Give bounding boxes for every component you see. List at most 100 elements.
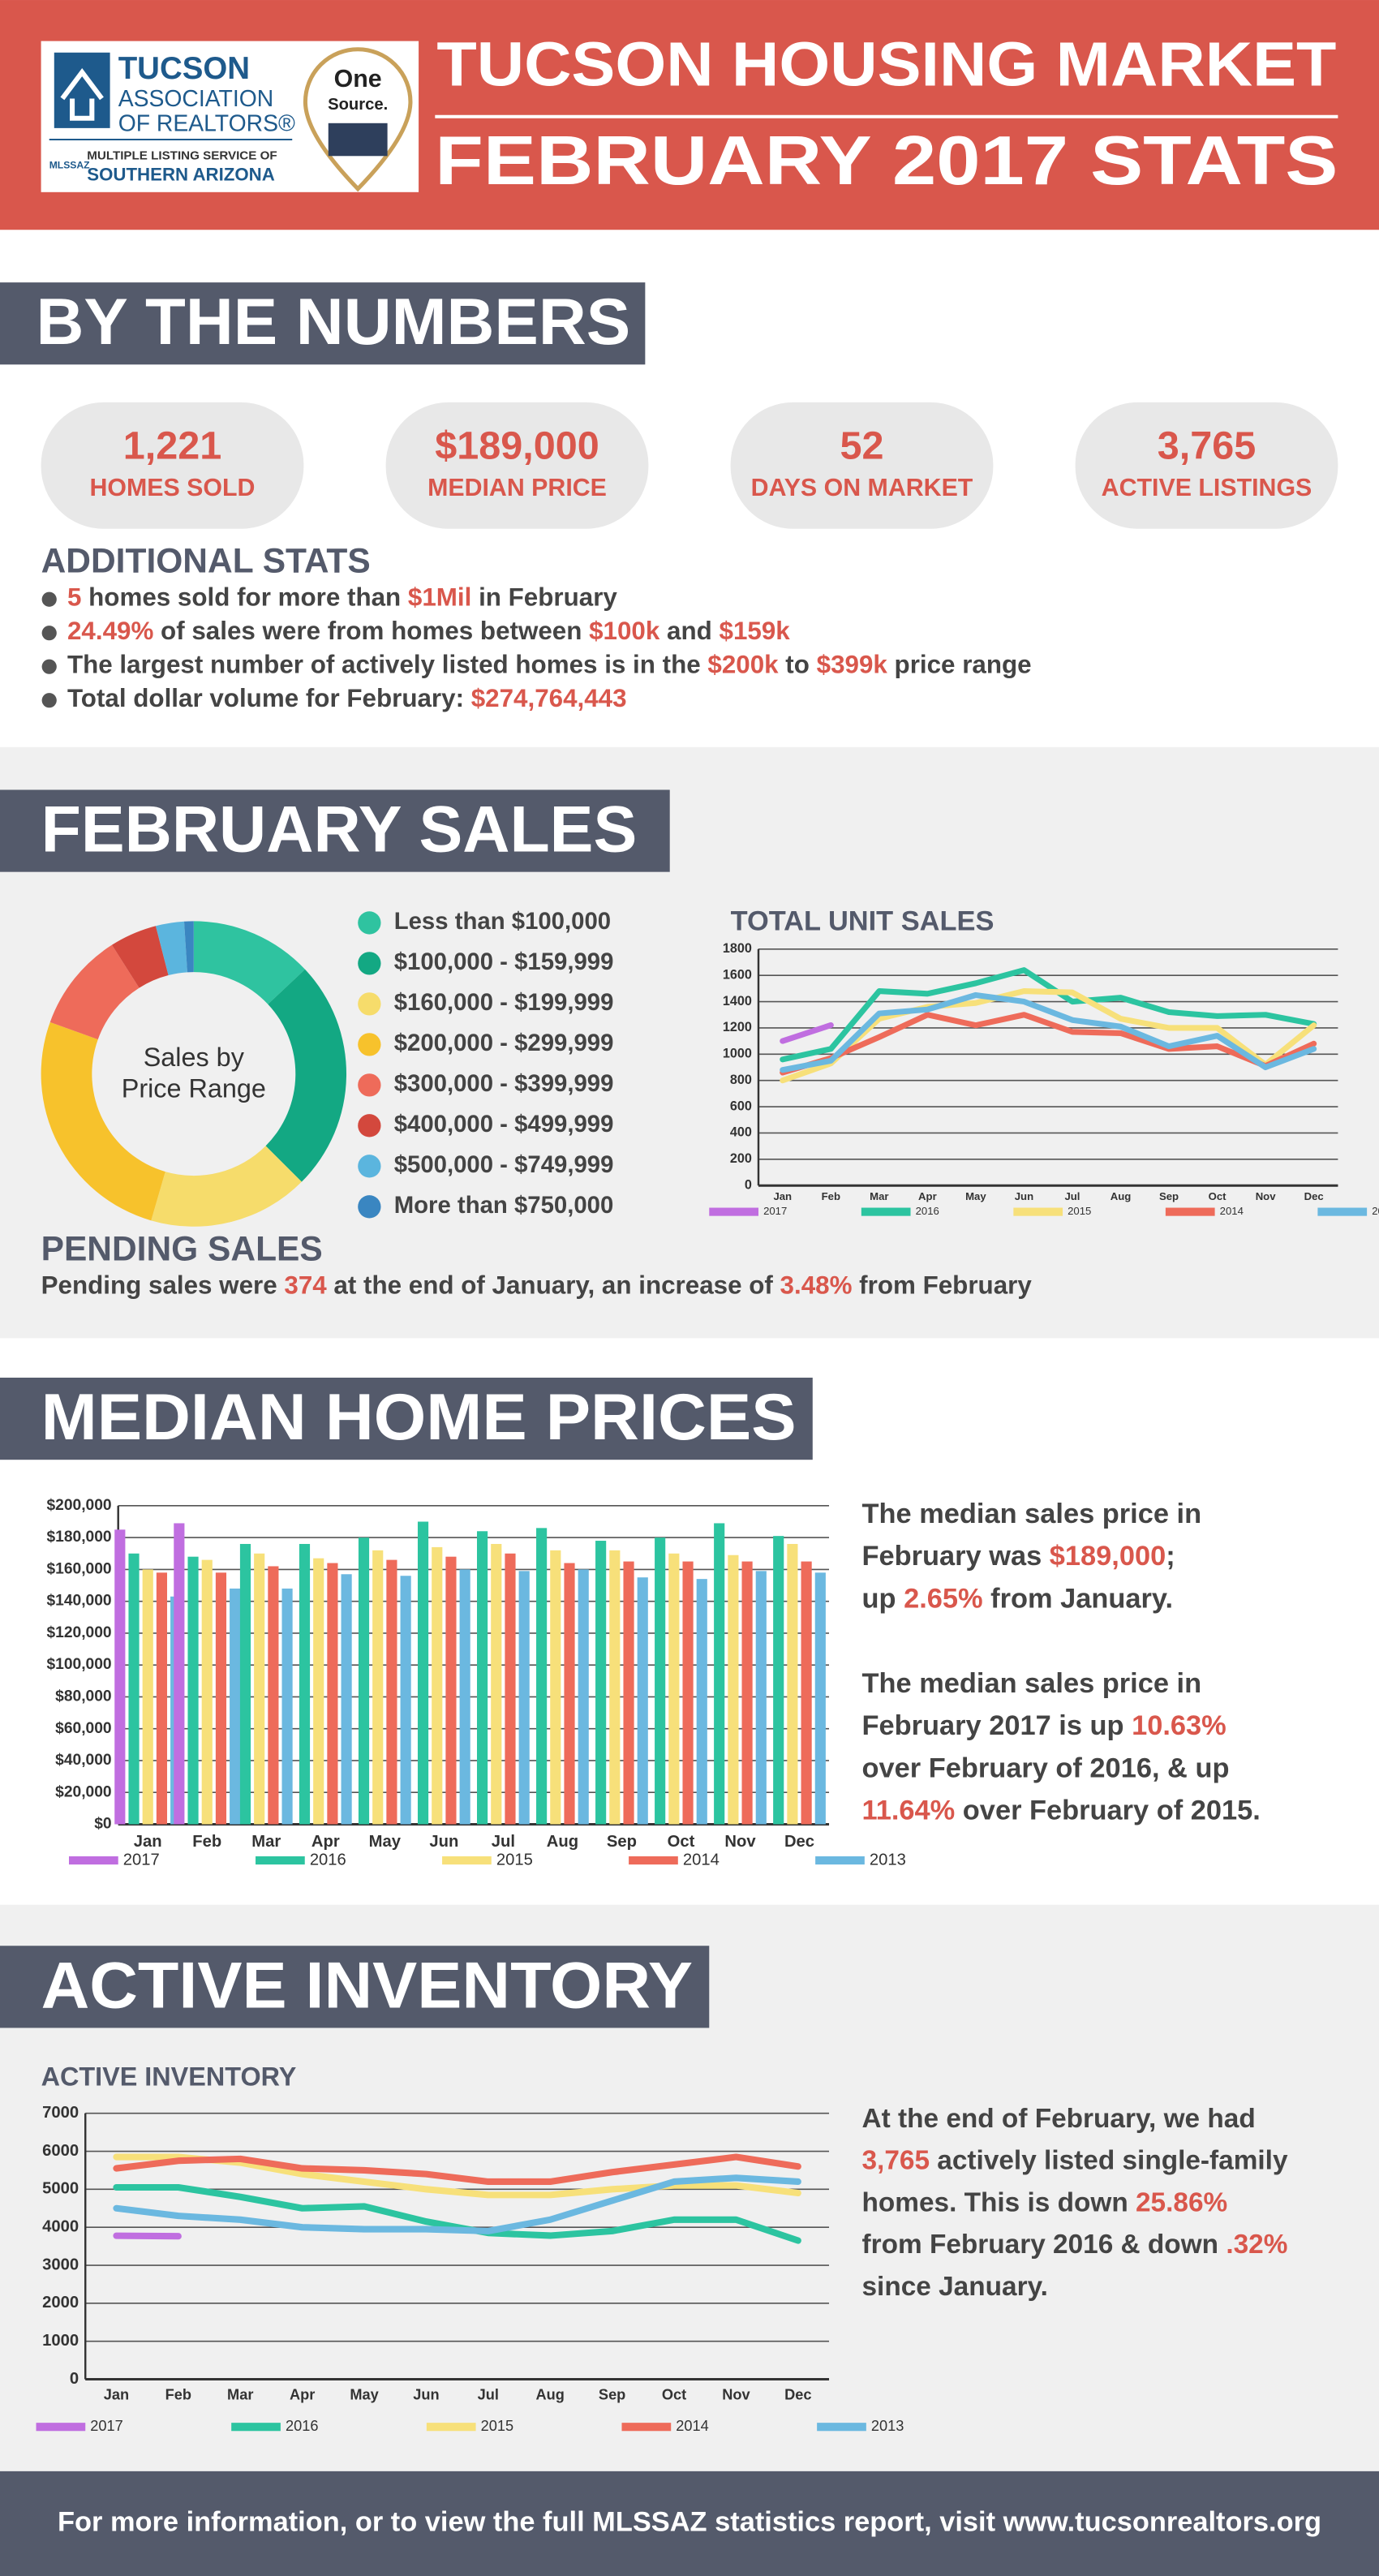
x-tick-label: Jul [492, 1833, 515, 1851]
subheading: ADDITIONAL STATS [41, 542, 371, 580]
bar [128, 1553, 140, 1825]
rich-text: homes. This is down 25.86% [862, 2187, 1228, 2217]
highlight: 24.49% [67, 617, 153, 645]
legend-dot [358, 1073, 381, 1097]
bar [564, 1563, 575, 1825]
legend-swatch [621, 2423, 672, 2432]
stat-label: ACTIVE LISTINGS [1102, 475, 1312, 501]
y-tick-label: 400 [730, 1125, 752, 1140]
bar [505, 1553, 516, 1825]
legend-label: 2015 [481, 2418, 514, 2434]
legend-swatch [442, 1856, 492, 1865]
legend-swatch [861, 1207, 911, 1216]
bar [268, 1566, 279, 1825]
legend-dot [358, 992, 381, 1016]
series-line [113, 2174, 801, 2234]
rich-text: over February of 2016, & up [862, 1752, 1230, 1783]
section-heading: ACTIVE INVENTORY [41, 1949, 693, 2022]
text-run: in February [471, 583, 617, 612]
bar [114, 1529, 126, 1825]
bullet [41, 659, 57, 674]
x-tick-label: Mar [227, 2386, 253, 2402]
highlight: 374 [284, 1271, 327, 1300]
legend-swatch [817, 2423, 866, 2432]
x-tick-label: Jun [413, 2386, 439, 2402]
y-tick-label: 1400 [723, 994, 752, 1008]
y-tick-label: 1000 [723, 1047, 752, 1061]
x-tick-label: Apr [918, 1190, 937, 1202]
bar [215, 1572, 227, 1825]
x-tick-label: Aug [1111, 1190, 1132, 1202]
x-tick-label: May [369, 1833, 402, 1851]
bar [445, 1556, 457, 1825]
legend-swatch [1165, 1207, 1215, 1216]
y-tick-label: 0 [745, 1177, 752, 1192]
legend-dot [358, 1155, 381, 1178]
pie-center-label: Price Range [122, 1073, 266, 1103]
legend-swatch [36, 2423, 86, 2432]
text-run: over February of 2015. [955, 1795, 1261, 1826]
highlight: $274,764,443 [471, 684, 627, 712]
y-tick-label: $60,000 [55, 1720, 111, 1737]
bar [536, 1528, 548, 1825]
bullet [41, 591, 57, 607]
rich-text: 24.49% of sales were from homes between … [67, 617, 790, 645]
section-heading: MEDIAN HOME PRICES [41, 1381, 797, 1454]
legend-dot [358, 1114, 381, 1137]
text-run: Pending sales were [41, 1271, 285, 1300]
y-tick-label: 200 [730, 1151, 752, 1166]
y-tick-label: $120,000 [46, 1624, 111, 1641]
legend-label: Less than $100,000 [394, 908, 611, 935]
legend-label: $500,000 - $749,999 [394, 1151, 614, 1178]
legend-label: $160,000 - $199,999 [394, 989, 614, 1016]
section-tab [0, 282, 646, 365]
chart-title: ACTIVE INVENTORY [41, 2062, 297, 2092]
y-tick-label: $200,000 [46, 1497, 111, 1514]
x-tick-label: Apr [290, 2386, 315, 2402]
text-run: actively listed single-family [930, 2145, 1288, 2175]
x-tick-label: Nov [722, 2386, 750, 2402]
x-tick-label: Jan [134, 1833, 162, 1851]
highlight: $1Mil [408, 583, 471, 612]
x-tick-label: Jun [429, 1833, 458, 1851]
text-run: February 2017 is up [862, 1710, 1132, 1741]
x-tick-label: Dec [784, 1833, 814, 1851]
stat-label: MEDIAN PRICE [427, 475, 607, 501]
bar [655, 1537, 666, 1825]
rich-text: 3,765 actively listed single-family [862, 2145, 1288, 2175]
text-run: ; [1166, 1541, 1175, 1572]
bar [174, 1523, 185, 1825]
text-run: The median sales price in [862, 1499, 1202, 1529]
text-run: Total dollar volume for February: [67, 684, 471, 712]
legend-label: 2013 [871, 2418, 904, 2434]
pie-slice [111, 926, 169, 988]
bar [578, 1569, 589, 1825]
bar [239, 1543, 251, 1825]
bar [714, 1523, 725, 1825]
text-run: from February [852, 1271, 1032, 1300]
bar [400, 1576, 411, 1825]
bar [459, 1569, 470, 1825]
x-tick-label: Mar [251, 1833, 281, 1851]
y-tick-label: 1000 [42, 2332, 79, 2350]
x-tick-label: Sep [607, 1833, 637, 1851]
bar [358, 1537, 370, 1825]
text-run: homes. This is down [862, 2187, 1136, 2217]
rich-text: The largest number of actively listed ho… [67, 651, 1032, 679]
stat-pill [730, 402, 994, 529]
legend-label: $300,000 - $399,999 [394, 1070, 614, 1097]
legend-label: 2017 [90, 2418, 123, 2434]
text-run: from February 2016 & down [862, 2230, 1226, 2260]
bar [254, 1553, 265, 1825]
stat-value: 52 [840, 424, 883, 467]
header-title: FEBRUARY 2017 STATS [435, 123, 1338, 200]
x-tick-label: Oct [668, 1833, 695, 1851]
y-tick-label: 5000 [42, 2180, 79, 2198]
text-run: to [779, 651, 817, 679]
x-tick-label: Nov [1256, 1190, 1277, 1202]
y-tick-label: 0 [70, 2370, 79, 2388]
x-tick-label: Aug [536, 2386, 565, 2402]
series-line [780, 967, 1317, 1063]
bar [230, 1588, 241, 1825]
legend-swatch [1013, 1207, 1063, 1216]
